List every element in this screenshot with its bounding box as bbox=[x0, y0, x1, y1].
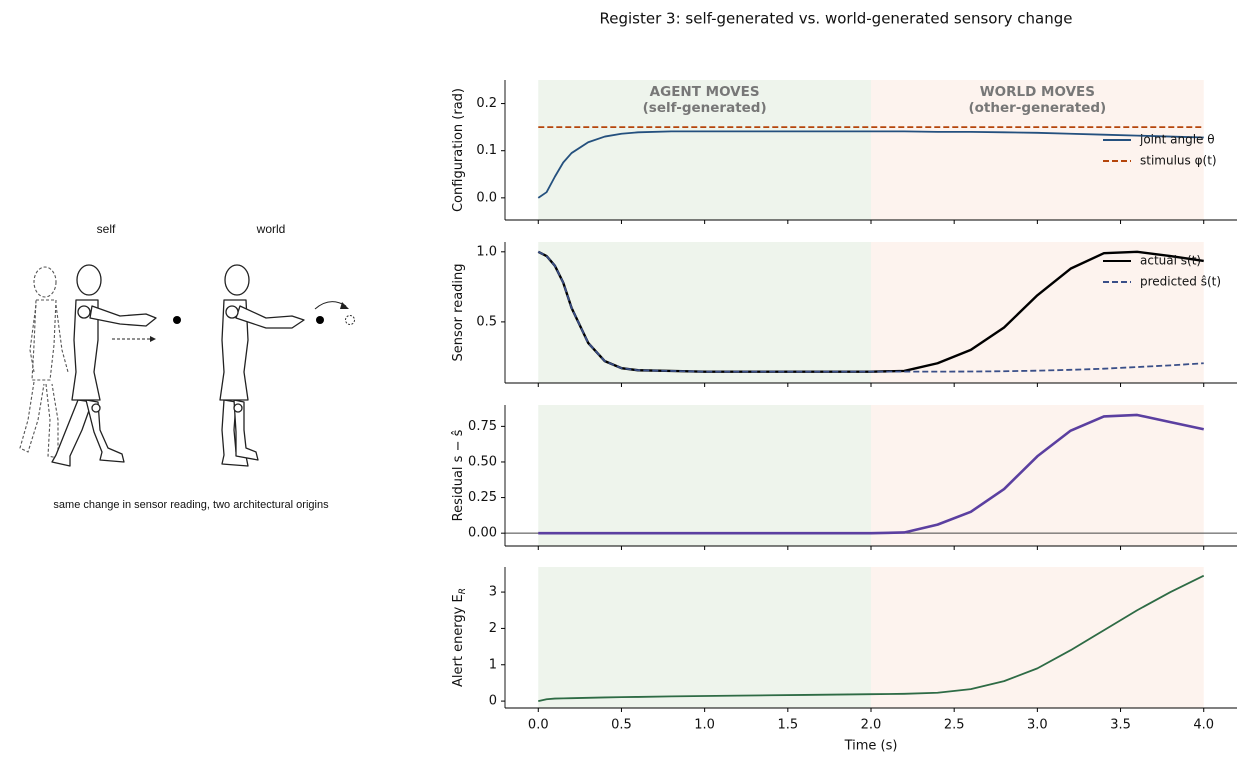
y-tick-label: 3 bbox=[489, 585, 497, 600]
x-tick-label: 2.0 bbox=[861, 718, 882, 733]
phase-label: (other-generated) bbox=[968, 100, 1106, 116]
figure-title: Register 3: self-generated vs. world-gen… bbox=[600, 10, 1073, 28]
y-axis-label-text: Configuration (rad) bbox=[451, 88, 466, 212]
phase-span bbox=[538, 567, 871, 708]
series-line bbox=[538, 413, 1205, 535]
x-tick-label: 3.0 bbox=[1027, 718, 1048, 733]
illustration: self world same change in sensor reading… bbox=[19, 222, 355, 511]
x-tick-label: 1.5 bbox=[777, 718, 798, 733]
phase-span bbox=[871, 405, 1204, 546]
ball bbox=[173, 316, 181, 324]
arrow-head bbox=[150, 336, 156, 342]
illustration-label: world bbox=[256, 222, 286, 236]
y-axis-label-text: Alert energy E bbox=[451, 594, 466, 687]
phase-label: (self-generated) bbox=[643, 100, 767, 116]
y-tick-label: 2 bbox=[489, 621, 497, 636]
y-tick-label: 0.50 bbox=[468, 454, 497, 469]
y-tick-label: 0.2 bbox=[476, 96, 497, 111]
phase-span bbox=[871, 80, 1204, 220]
y-tick-label: 0.5 bbox=[476, 314, 497, 329]
x-axis-label: Time (s) bbox=[844, 739, 898, 754]
x-tick-label: 1.0 bbox=[694, 718, 715, 733]
legend-label: predicted ŝ(t) bbox=[1140, 275, 1221, 289]
legend-label: actual s(t) bbox=[1140, 254, 1201, 268]
x-tick-label: 3.5 bbox=[1110, 718, 1131, 733]
phase-span bbox=[871, 567, 1204, 708]
ball-moved bbox=[345, 315, 355, 325]
y-axis-label-text: Sensor reading bbox=[451, 263, 466, 361]
x-tick-label: 0.5 bbox=[611, 718, 632, 733]
phase-span bbox=[538, 80, 871, 220]
y-axis-label: Configuration (rad) bbox=[451, 88, 466, 212]
phase-span bbox=[538, 242, 871, 383]
y-tick-label: 0.75 bbox=[468, 419, 497, 434]
y-tick-label: 0.0 bbox=[476, 190, 497, 205]
y-axis-label: Alert energy ER bbox=[451, 588, 468, 687]
series-line bbox=[537, 130, 1204, 199]
x-tick-label: 4.0 bbox=[1193, 718, 1214, 733]
y-axis-label-text: Residual s − ŝ bbox=[451, 429, 466, 521]
y-tick-label: 0.1 bbox=[476, 143, 497, 158]
y-tick-label: 1 bbox=[489, 657, 497, 672]
legend-label: stimulus φ(t) bbox=[1140, 154, 1217, 168]
y-tick-label: 0 bbox=[489, 694, 497, 709]
phase-label: WORLD MOVES bbox=[980, 84, 1095, 100]
world-figure bbox=[219, 264, 305, 467]
self-figure bbox=[51, 264, 157, 467]
y-tick-label: 0.25 bbox=[468, 490, 497, 505]
y-tick-label: 0.00 bbox=[468, 526, 497, 541]
phase-label: AGENT MOVES bbox=[650, 84, 760, 100]
legend-label: joint angle θ bbox=[1139, 133, 1215, 147]
y-axis-label: Residual s − ŝ bbox=[451, 429, 466, 521]
ball bbox=[316, 316, 324, 324]
phase-span bbox=[871, 242, 1204, 383]
x-tick-label: 0.0 bbox=[528, 718, 549, 733]
phase-span bbox=[538, 405, 871, 546]
illustration-label: self bbox=[97, 222, 116, 236]
y-tick-label: 1.0 bbox=[476, 244, 497, 259]
arrow-head bbox=[340, 302, 349, 309]
ghost-figure bbox=[19, 266, 69, 459]
y-axis-label-subscript: R bbox=[458, 588, 468, 594]
illustration-caption: same change in sensor reading, two archi… bbox=[53, 499, 329, 511]
series-line bbox=[538, 574, 1205, 702]
y-axis-label: Sensor reading bbox=[451, 263, 466, 361]
x-tick-label: 2.5 bbox=[944, 718, 965, 733]
series-line bbox=[537, 251, 1204, 373]
